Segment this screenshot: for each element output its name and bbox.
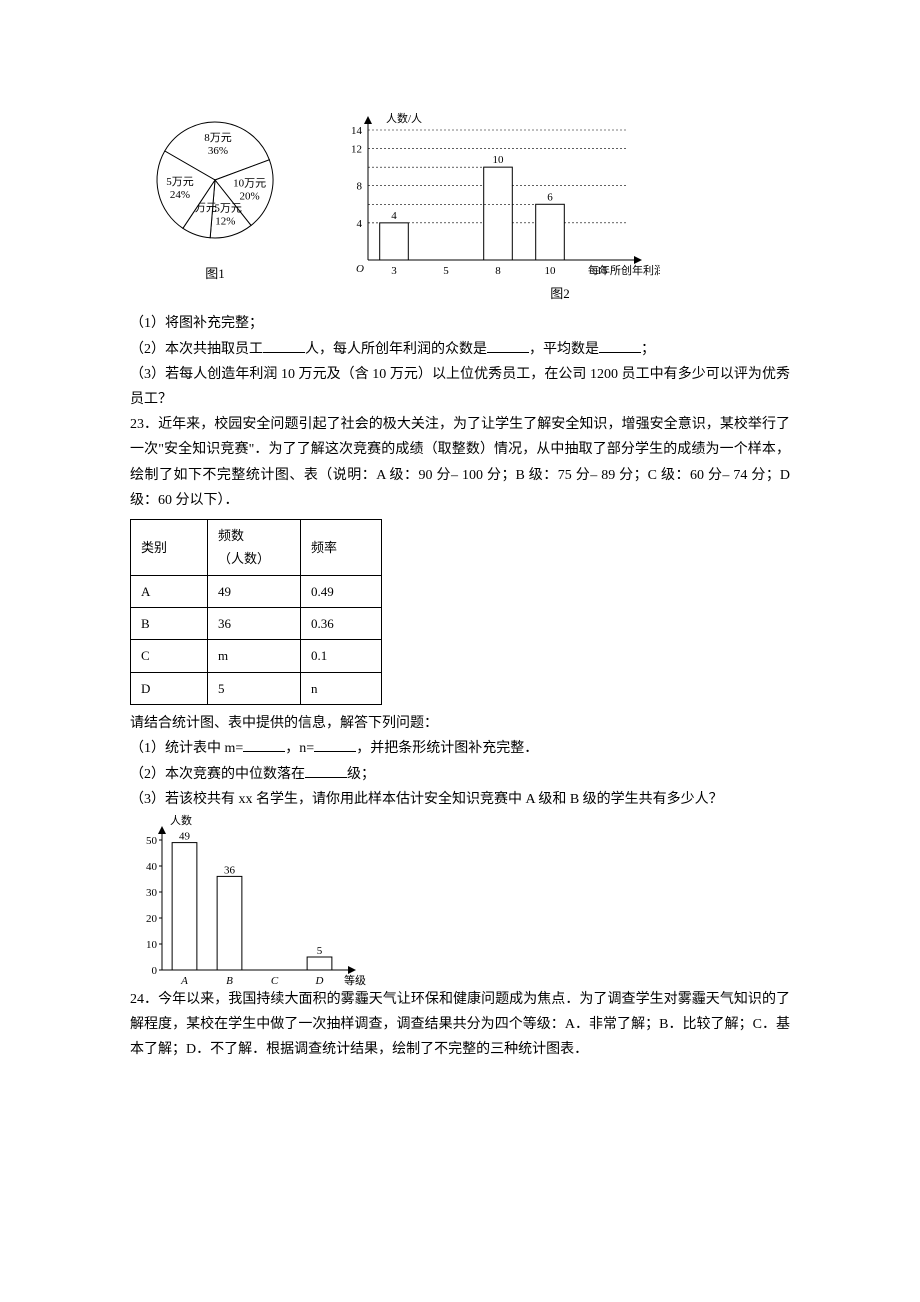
bar-chart-1: 人数/人O4812143581015每年所创年利润/万元4106	[330, 110, 660, 280]
svg-text:5: 5	[443, 265, 449, 277]
svg-text:C: C	[271, 975, 279, 987]
q22-line2: （2）本次共抽取员工 人，每人所创年利润的众数是 ，平均数是 ；	[130, 337, 790, 362]
svg-text:12%: 12%	[215, 215, 235, 227]
q23-line3: （3）若该校共有 xx 名学生，请你用此样本估计安全知识竞赛中 A 级和 B 级…	[130, 787, 790, 812]
table-cell: D	[131, 672, 208, 704]
table-cell: n	[301, 672, 382, 704]
svg-text:8万元: 8万元	[204, 132, 232, 144]
blank	[243, 737, 285, 752]
q23-l1c: ，并把条形统计图补充完整．	[356, 741, 538, 756]
table-cell: B	[131, 608, 208, 640]
svg-text:14: 14	[351, 125, 363, 137]
svg-text:30: 30	[146, 887, 158, 899]
blank	[305, 763, 347, 778]
blank	[599, 338, 641, 353]
q24-text: 24．今年以来，我国持续大面积的雾霾天气让环保和健康问题成为焦点．为了调查学生对…	[130, 987, 790, 1063]
table-cell: 49	[208, 575, 301, 607]
svg-text:3: 3	[391, 265, 397, 277]
q23-l1a: （1）统计表中 m=	[130, 741, 243, 756]
svg-text:49: 49	[179, 831, 191, 843]
table-header: 类别	[131, 519, 208, 575]
svg-text:36%: 36%	[208, 145, 228, 157]
table-cell: m	[208, 640, 301, 672]
q23-l1b: ，n=	[285, 741, 314, 756]
svg-text:36: 36	[224, 864, 236, 876]
q22-line1: （1）将图补充完整；	[130, 311, 790, 336]
table-header: 频率	[301, 519, 382, 575]
blank	[314, 737, 356, 752]
svg-text:每年所创年利润/万元: 每年所创年利润/万元	[588, 263, 660, 277]
table-cell: 0.36	[301, 608, 382, 640]
svg-text:O: O	[356, 263, 364, 275]
q23-line1: （1）统计表中 m= ，n= ，并把条形统计图补充完整．	[130, 736, 790, 761]
svg-text:5万元: 5万元	[166, 176, 194, 188]
table-cell: 36	[208, 608, 301, 640]
svg-text:人数: 人数	[170, 814, 192, 827]
table-row: D5n	[131, 672, 382, 704]
svg-text:20%: 20%	[240, 191, 260, 203]
q23-after-table: 请结合统计图、表中提供的信息，解答下列问题：	[130, 711, 790, 736]
svg-text:10: 10	[493, 154, 505, 166]
table-cell: 5	[208, 672, 301, 704]
table-row: B360.36	[131, 608, 382, 640]
svg-text:4: 4	[391, 210, 397, 222]
svg-text:40: 40	[146, 861, 158, 873]
q22-l2a: （2）本次共抽取员工	[130, 342, 263, 357]
blank	[263, 338, 305, 353]
svg-text:5: 5	[317, 945, 323, 957]
q23-frequency-table: 类别频数（人数）频率A490.49B360.36Cm0.1D5n	[130, 519, 382, 705]
q23-l2b: 级；	[347, 767, 375, 782]
svg-text:24%: 24%	[170, 189, 190, 201]
svg-text:6: 6	[547, 191, 553, 203]
svg-text:人数/人: 人数/人	[386, 112, 422, 125]
figure-2-bar: 人数/人O4812143581015每年所创年利润/万元4106 图2	[330, 110, 790, 305]
table-cell: 0.1	[301, 640, 382, 672]
q22-l2c: ，平均数是	[529, 342, 599, 357]
svg-text:8: 8	[357, 181, 363, 193]
q23-bar-chart-wrap: 人数 0 10 20 30 40 50 A B C D 等级 49 36 5	[130, 812, 790, 987]
table-header: 频数（人数）	[208, 519, 301, 575]
svg-text:10: 10	[146, 939, 158, 951]
q23-line2: （2）本次竞赛的中位数落在 级；	[130, 762, 790, 787]
svg-text:12: 12	[351, 144, 362, 156]
q23-l2a: （2）本次竞赛的中位数落在	[130, 767, 305, 782]
table-row: Cm0.1	[131, 640, 382, 672]
svg-text:A: A	[180, 975, 188, 987]
svg-text:50: 50	[146, 835, 158, 847]
table-cell: C	[131, 640, 208, 672]
table-cell: A	[131, 575, 208, 607]
figure-2-caption: 图2	[330, 282, 790, 305]
q23-intro: 23．近年来，校园安全问题引起了社会的极大关注，为了让学生了解安全知识，增强安全…	[130, 412, 790, 513]
q22-l2d: ；	[641, 342, 655, 357]
svg-text:D: D	[315, 975, 324, 987]
figures-row: 8万元36%10万元20%15万元12%3万元5万元24% 图1 人数/人O48…	[130, 110, 790, 305]
svg-text:10万元: 10万元	[233, 178, 266, 190]
figure-1-caption: 图1	[130, 262, 300, 285]
q22-l2b: 人，每人所创年利润的众数是	[305, 342, 487, 357]
table-cell: 0.49	[301, 575, 382, 607]
svg-text:10: 10	[545, 265, 557, 277]
q22-line3: （3）若每人创造年利润 10 万元及（含 10 万元）以上位优秀员工，在公司 1…	[130, 362, 790, 412]
pie-chart: 8万元36%10万元20%15万元12%3万元5万元24%	[130, 110, 300, 260]
svg-text:B: B	[226, 975, 233, 987]
table-row: A490.49	[131, 575, 382, 607]
svg-text:8: 8	[495, 265, 501, 277]
blank	[487, 338, 529, 353]
bar-chart-2: 人数 0 10 20 30 40 50 A B C D 等级 49 36 5	[130, 812, 370, 987]
figure-1-pie: 8万元36%10万元20%15万元12%3万元5万元24% 图1	[130, 110, 300, 285]
svg-text:4: 4	[357, 218, 363, 230]
svg-text:20: 20	[146, 913, 158, 925]
svg-text:等级: 等级	[344, 973, 366, 987]
svg-text:0: 0	[152, 965, 158, 977]
